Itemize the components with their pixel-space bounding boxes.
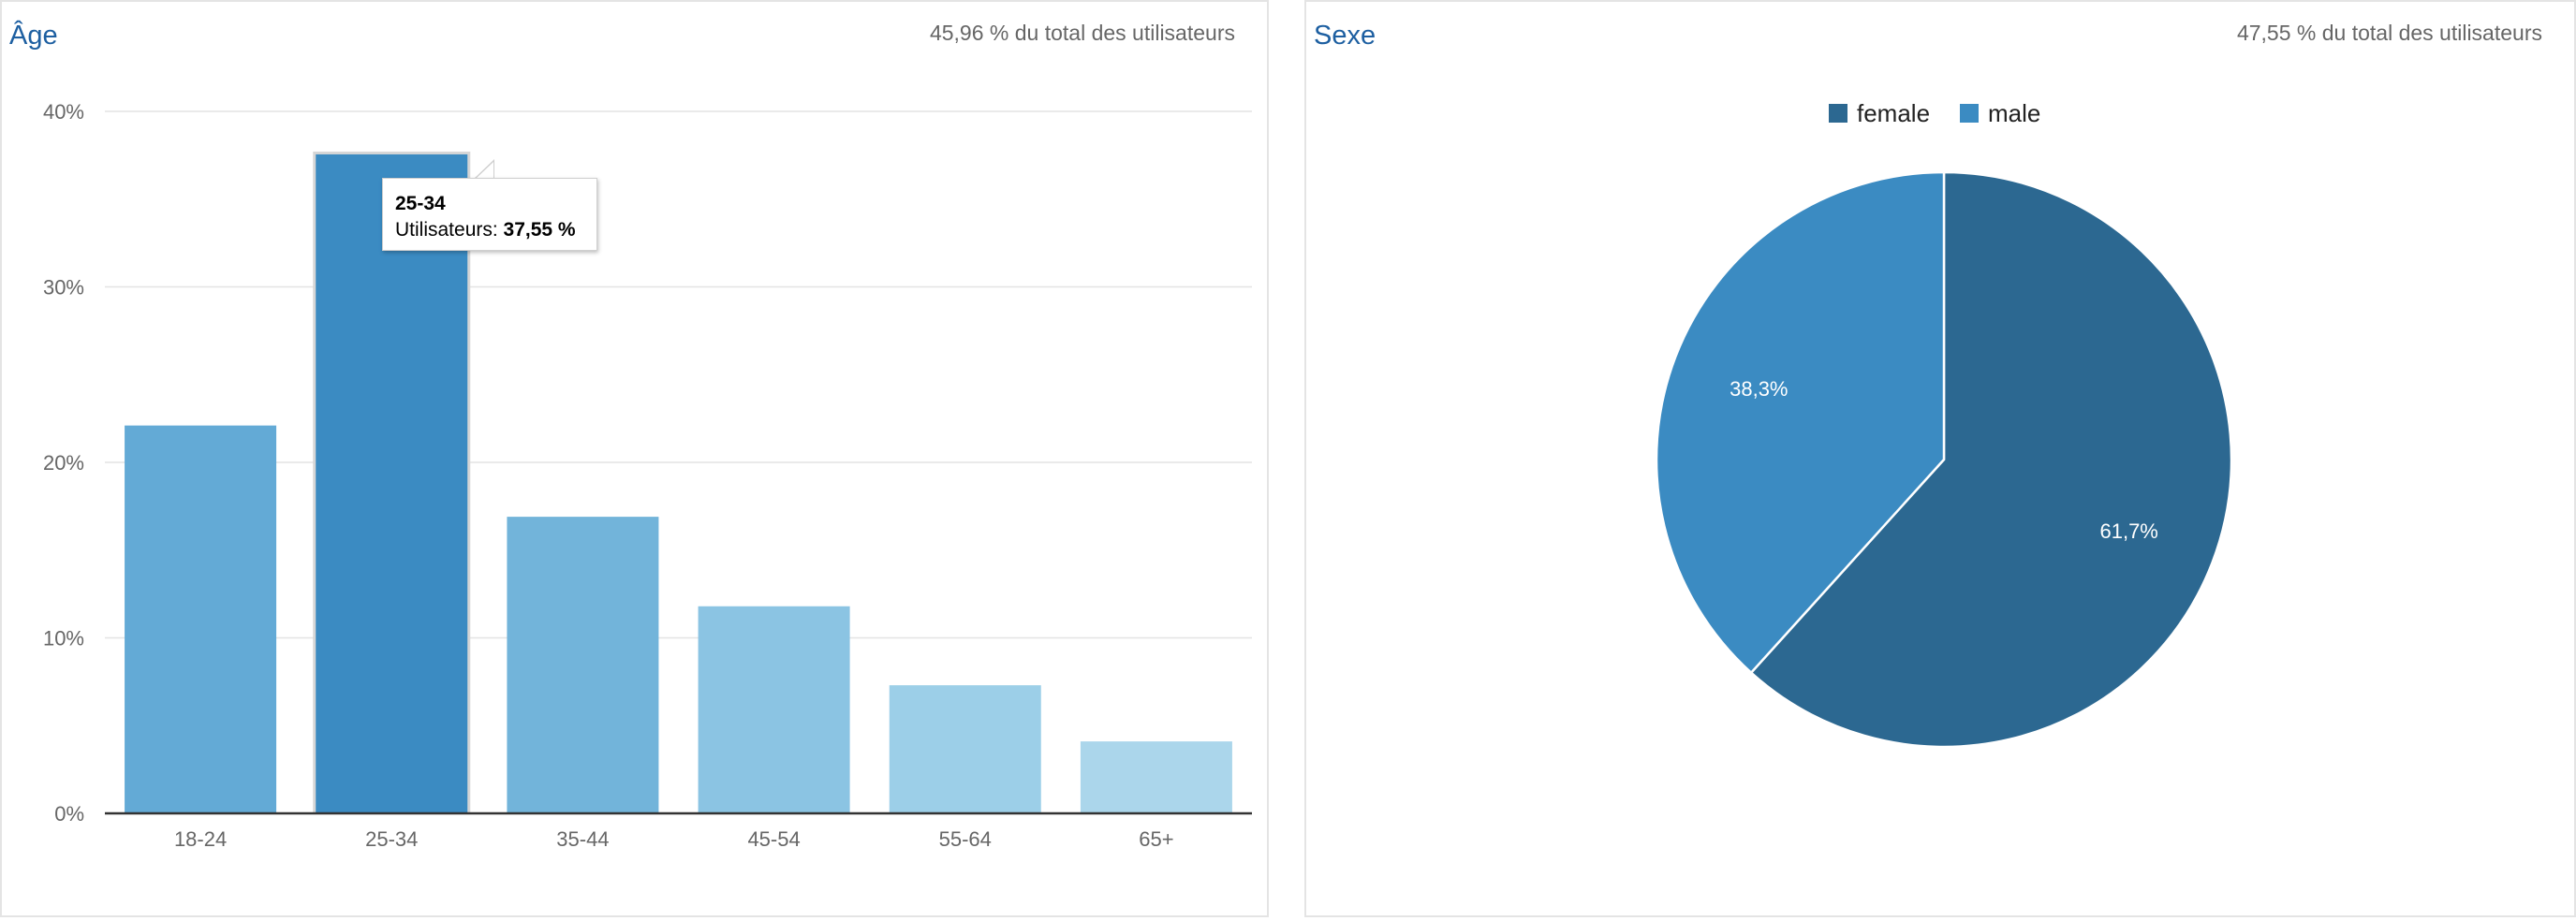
pie-slice[interactable] xyxy=(1749,170,2233,749)
tooltip-value: 37,55 % xyxy=(503,219,576,241)
age-panel-subtitle: 45,96 % du total des utilisateurs xyxy=(929,21,1235,45)
sex-pie-chart: female male 61,7% 38,3% xyxy=(1655,99,2233,749)
legend-swatch xyxy=(1960,104,1979,123)
x-tick-label: 45-54 xyxy=(747,827,800,851)
bar[interactable] xyxy=(698,606,850,813)
sex-panel-subtitle: 47,55 % du total des utilisateurs xyxy=(2236,21,2542,45)
age-panel-title: Âge xyxy=(9,21,58,51)
pie-slice[interactable] xyxy=(1655,170,1946,675)
x-tick-label: 25-34 xyxy=(365,827,418,851)
slice-value-label: 38,3% xyxy=(1730,377,1788,401)
bar[interactable] xyxy=(507,517,659,813)
x-tick-label: 65+ xyxy=(1139,827,1173,851)
legend-swatch xyxy=(1829,104,1847,123)
tooltip-line: Utilisateurs: 37,55 % xyxy=(395,217,596,243)
y-tick-label: 0% xyxy=(54,802,84,826)
bar[interactable] xyxy=(889,685,1041,813)
slice-value-label: 61,7% xyxy=(2099,519,2157,543)
y-tick-label: 40% xyxy=(43,100,84,124)
x-tick-label: 18-24 xyxy=(174,827,227,851)
bar[interactable] xyxy=(125,425,277,813)
sex-panel-title: Sexe xyxy=(1314,21,1376,51)
x-tick-label: 55-64 xyxy=(939,827,992,851)
age-bar-chart: 0% 10% 20% 30% 40% 18-24 25-34 35-44 45-54 55-64 6… xyxy=(43,100,1252,851)
bar[interactable] xyxy=(316,154,468,813)
legend-label: female xyxy=(1857,99,1930,127)
legend-label: male xyxy=(1988,99,2040,127)
tooltip-category: 25-34 xyxy=(395,193,446,214)
y-tick-label: 20% xyxy=(43,451,84,475)
age-chart-panel: Âge 45,96 % du total des utilisateurs 0%… xyxy=(0,0,1269,917)
sex-chart-panel: Sexe 47,55 % du total des utilisateurs f… xyxy=(1304,0,2576,917)
y-tick-label: 30% xyxy=(43,276,84,300)
bar-tooltip: 25-34 Utilisateurs: 37,55 % xyxy=(382,178,597,251)
tooltip-arrow-inner xyxy=(476,162,493,179)
y-tick-label: 10% xyxy=(43,627,84,651)
bar[interactable] xyxy=(1080,741,1232,813)
x-tick-label: 35-44 xyxy=(556,827,609,851)
tooltip-label: Utilisateurs: xyxy=(395,219,504,241)
